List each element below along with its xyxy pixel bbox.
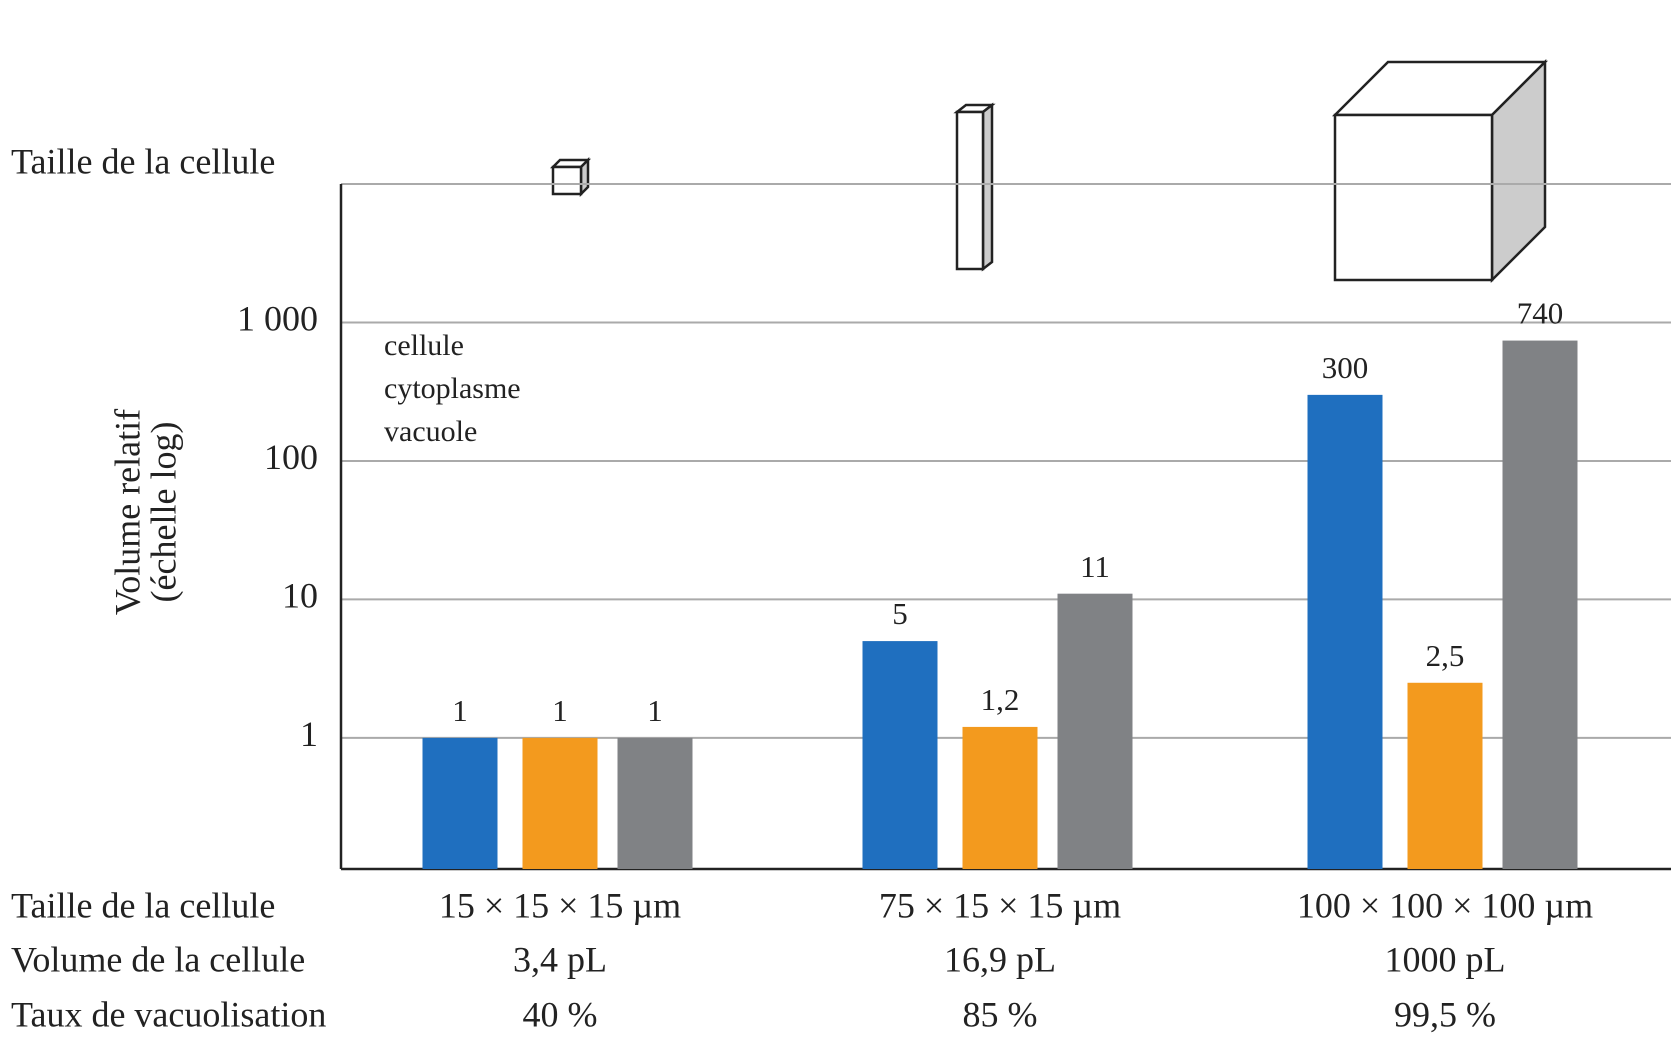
x-label: Taille de la cellule xyxy=(11,885,275,925)
y-tick-label: 1 000 xyxy=(237,299,318,339)
value-label: 300 xyxy=(1322,350,1369,385)
value-label: 1,2 xyxy=(981,682,1020,717)
x-tick-label: 75 × 15 × 15 µm xyxy=(879,885,1121,925)
y-title-line: Volume relatif xyxy=(107,409,147,615)
row-cell: 16,9 pL xyxy=(944,939,1056,979)
legend-entry: vacuole xyxy=(384,415,477,448)
value-label: 11 xyxy=(1080,549,1110,584)
y-tick-label: 10 xyxy=(282,576,318,616)
row-cell: 1000 pL xyxy=(1385,939,1506,979)
bar xyxy=(423,738,498,869)
chart: Taille de la cellule Taille de la cellul… xyxy=(0,0,1671,1045)
cell-icons xyxy=(553,62,1545,280)
x-tick-label: 15 × 15 × 15 µm xyxy=(439,885,681,925)
bar xyxy=(523,738,598,869)
value-label: 1 xyxy=(552,693,568,728)
value-label: 5 xyxy=(892,596,908,631)
bar xyxy=(963,727,1038,869)
row-label: Taux de vacuolisation xyxy=(11,994,326,1034)
bar xyxy=(618,738,693,869)
legend-entry: cytoplasme xyxy=(384,372,521,405)
top-label: Taille de la cellule xyxy=(11,141,275,181)
row-cell: 3,4 pL xyxy=(513,939,607,979)
value-label: 1 xyxy=(647,693,663,728)
y-tick-label: 100 xyxy=(264,437,318,477)
bar xyxy=(1408,683,1483,869)
legend-entry: cellule xyxy=(384,329,464,362)
row-cell: 85 % xyxy=(963,994,1038,1034)
y-axis-title: Volume relatif (échelle log) xyxy=(107,409,183,615)
bar xyxy=(1308,395,1383,869)
y-tick-label: 1 xyxy=(300,714,318,754)
value-label: 740 xyxy=(1517,296,1564,331)
row-cell: 40 % xyxy=(523,994,598,1034)
value-label: 1 xyxy=(452,693,468,728)
x-tick-label: 100 × 100 × 100 µm xyxy=(1297,885,1593,925)
row-cell: 99,5 % xyxy=(1394,994,1496,1034)
bar xyxy=(1058,594,1133,869)
bar xyxy=(863,641,938,869)
y-title-line: (échelle log) xyxy=(143,422,183,603)
value-label: 2,5 xyxy=(1426,638,1465,673)
row-label: Volume de la cellule xyxy=(11,939,305,979)
bar xyxy=(1503,341,1578,869)
